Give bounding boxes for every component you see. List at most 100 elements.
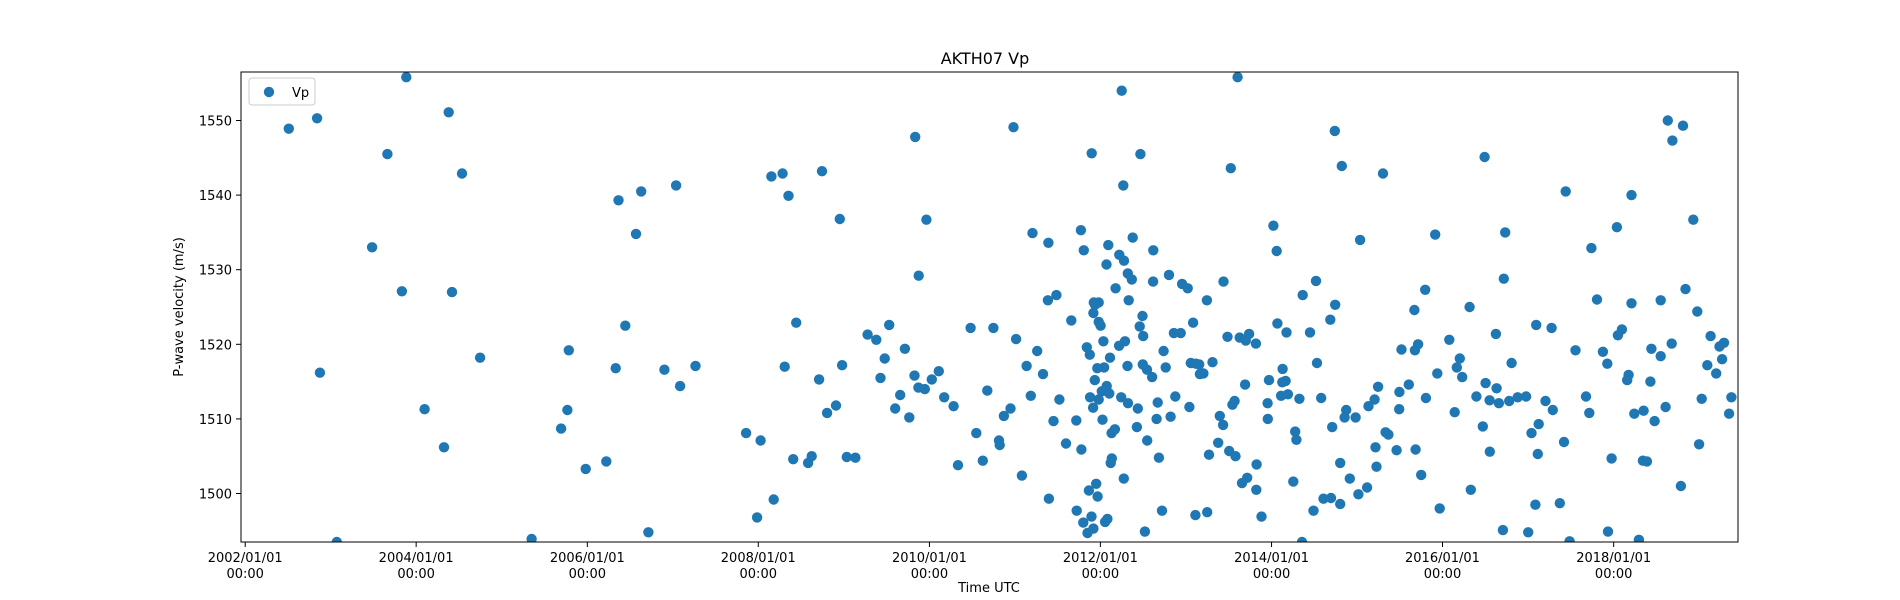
data-point	[1106, 453, 1118, 464]
data-point	[1353, 489, 1364, 500]
data-point	[766, 171, 777, 182]
data-point	[1316, 392, 1327, 404]
data-point	[768, 494, 779, 505]
data-point	[1546, 322, 1557, 334]
data-point	[1523, 527, 1534, 538]
data-point	[1629, 408, 1640, 419]
data-point	[1311, 357, 1323, 369]
data-point	[1232, 72, 1243, 83]
data-point	[1377, 168, 1389, 179]
data-point	[630, 228, 642, 240]
data-point	[1327, 421, 1338, 433]
data-point	[555, 423, 567, 434]
data-point	[1163, 269, 1175, 281]
legend-marker-vp	[263, 86, 275, 98]
data-point	[1430, 229, 1441, 240]
data-point	[1137, 359, 1149, 370]
data-point	[1335, 498, 1346, 510]
data-point	[1203, 449, 1215, 460]
data-point	[1391, 445, 1402, 456]
data-point	[1350, 412, 1361, 423]
x-tick-label-time: 00:00	[1595, 567, 1632, 582]
data-point	[1152, 397, 1163, 408]
data-point	[1677, 120, 1689, 131]
data-point	[1202, 507, 1213, 518]
data-point	[1520, 391, 1532, 402]
data-point	[1118, 473, 1130, 484]
data-point	[1484, 446, 1496, 457]
data-point	[1702, 360, 1713, 371]
data-point	[1369, 394, 1380, 405]
data-point	[1554, 498, 1566, 509]
data-point	[1251, 484, 1262, 495]
data-point	[1410, 444, 1421, 455]
data-point	[895, 389, 906, 401]
data-point	[1660, 401, 1671, 413]
data-point	[1043, 493, 1055, 504]
data-point	[1256, 511, 1267, 522]
data-point	[1147, 276, 1159, 287]
data-point	[1606, 453, 1617, 464]
y-axis-label: P-wave velocity (m/s)	[172, 237, 187, 377]
data-point	[1294, 393, 1305, 404]
data-point	[1498, 273, 1510, 284]
data-point	[562, 404, 573, 416]
data-point	[1263, 374, 1275, 386]
data-point	[816, 166, 828, 177]
data-point	[1336, 160, 1348, 172]
data-point	[1184, 401, 1195, 413]
x-axis-label: Time UTC	[957, 581, 1020, 596]
data-point	[1532, 448, 1544, 460]
data-point	[1726, 392, 1737, 403]
data-point	[1602, 358, 1613, 369]
x-tick-label: 2014/01/01	[1234, 551, 1309, 566]
data-point	[1122, 360, 1133, 372]
data-point	[1214, 410, 1226, 422]
data-point	[1089, 299, 1101, 310]
data-point	[1250, 338, 1262, 349]
data-point	[419, 404, 430, 415]
data-point	[1655, 351, 1666, 362]
data-point	[948, 401, 959, 412]
data-point	[1540, 395, 1551, 407]
data-point	[1530, 499, 1541, 510]
data-point	[1071, 505, 1082, 516]
data-point	[1560, 186, 1571, 197]
x-tick-label-time: 00:00	[569, 567, 606, 582]
data-point	[1027, 227, 1038, 239]
x-tick-label: 2010/01/01	[892, 551, 967, 566]
data-point	[1084, 349, 1096, 360]
data-point	[1490, 328, 1502, 340]
data-point	[1409, 304, 1420, 316]
data-point	[1239, 379, 1251, 390]
data-point	[890, 403, 901, 414]
y-tick-label: 1510	[199, 413, 232, 428]
data-point	[1626, 298, 1637, 309]
data-point	[1626, 189, 1637, 201]
data-point	[1272, 318, 1283, 329]
data-point	[1148, 245, 1159, 256]
data-point	[791, 317, 802, 328]
data-point	[1122, 398, 1134, 409]
data-point	[1051, 289, 1062, 301]
data-point	[783, 190, 794, 201]
data-point	[601, 456, 612, 467]
data-point	[1622, 374, 1633, 386]
data-point	[1533, 418, 1544, 430]
data-point	[1277, 363, 1288, 375]
data-point	[1037, 368, 1049, 380]
data-point	[1218, 276, 1229, 287]
data-point	[563, 345, 574, 356]
data-point	[913, 270, 924, 281]
data-point	[830, 400, 842, 411]
data-point	[1420, 284, 1431, 295]
data-point	[1043, 237, 1054, 248]
data-point	[921, 214, 932, 225]
data-point	[1092, 363, 1103, 374]
data-point	[939, 392, 950, 403]
x-tick-label: 2002/01/01	[208, 551, 283, 566]
data-point	[841, 451, 852, 463]
data-point	[1201, 295, 1213, 306]
y-axis: 1500 1510 1520 1530 1540 1550	[199, 114, 241, 503]
data-point	[1262, 398, 1273, 409]
